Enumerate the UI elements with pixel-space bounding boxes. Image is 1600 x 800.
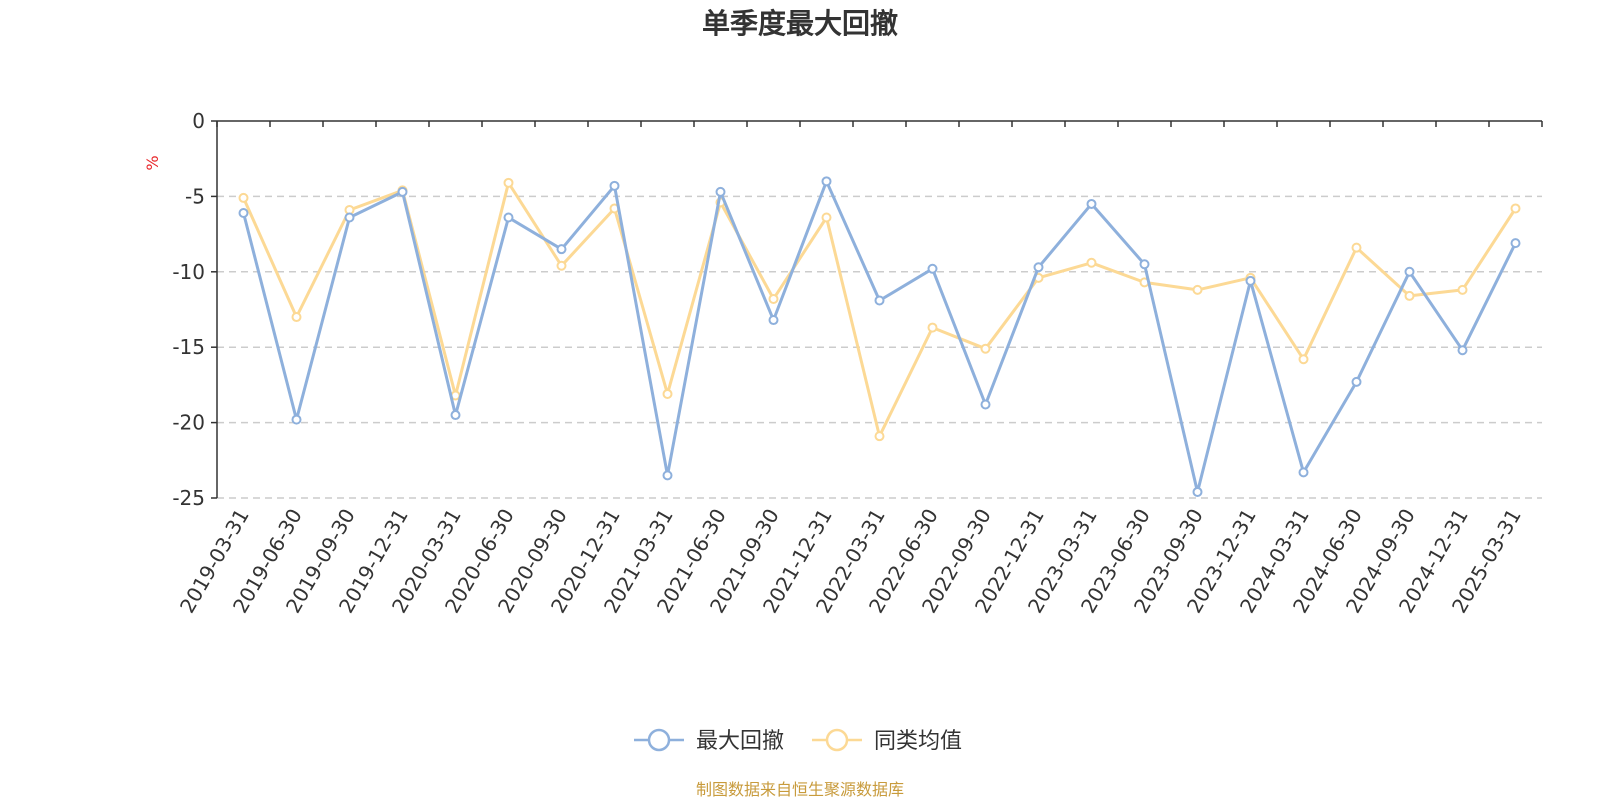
data-point-0 (291, 414, 302, 425)
data-point-0 (662, 470, 673, 481)
data-point-1 (1457, 284, 1468, 295)
data-point-0 (344, 212, 355, 223)
data-point-1 (1192, 284, 1203, 295)
axes: 0-5-10-15-20-252019-03-312019-06-302019-… (172, 109, 1543, 617)
data-point-1 (768, 293, 779, 304)
source-note: 制图数据来自恒生聚源数据库 (696, 780, 904, 799)
data-point-1 (1298, 354, 1309, 365)
legend-marker (647, 728, 671, 752)
y-tick-label: 0 (192, 109, 205, 133)
data-point-0 (768, 315, 779, 326)
legend-label: 最大回撤 (696, 729, 784, 754)
y-tick-label: -10 (172, 260, 205, 284)
data-point-0 (450, 410, 461, 421)
data-point-1 (503, 177, 514, 188)
data-point-0 (1404, 266, 1415, 277)
data-point-0 (238, 207, 249, 218)
data-point-0 (927, 263, 938, 274)
data-point-1 (291, 312, 302, 323)
legend-item-1[interactable]: 同类均值 (812, 728, 962, 754)
data-point-0 (1033, 262, 1044, 273)
data-point-1 (927, 322, 938, 333)
y-tick-label: -15 (172, 335, 205, 359)
data-point-1 (1510, 203, 1521, 214)
grid-lines (217, 195, 1542, 499)
data-point-1 (1086, 257, 1097, 268)
data-point-0 (503, 212, 514, 223)
data-point-1 (980, 343, 991, 354)
data-point-1 (662, 388, 673, 399)
data-point-0 (1245, 275, 1256, 286)
y-tick-label: -5 (185, 184, 205, 208)
data-point-0 (874, 295, 885, 306)
data-point-1 (1351, 242, 1362, 253)
data-point-1 (1404, 290, 1415, 301)
data-point-0 (397, 186, 408, 197)
data-point-0 (1510, 238, 1521, 249)
y-tick-label: -20 (172, 411, 205, 435)
legend-marker (825, 728, 849, 752)
legend[interactable]: 最大回撤 同类均值 (634, 728, 962, 754)
series-line-1 (242, 181, 1517, 438)
data-point-1 (874, 431, 885, 442)
y-axis-unit: % (143, 155, 162, 170)
data-point-0 (1192, 486, 1203, 497)
data-point-0 (1086, 198, 1097, 209)
series-line-0 (242, 179, 1517, 494)
data-point-1 (556, 260, 567, 271)
data-point-0 (1457, 345, 1468, 356)
data-point-1 (238, 192, 249, 203)
data-point-0 (1298, 467, 1309, 478)
data-point-0 (980, 399, 991, 410)
data-point-0 (715, 186, 726, 197)
data-point-1 (821, 212, 832, 223)
data-point-0 (556, 244, 567, 255)
data-point-0 (1139, 259, 1150, 270)
data-point-0 (821, 176, 832, 187)
series-lines (238, 176, 1521, 497)
data-point-0 (609, 180, 620, 191)
data-point-0 (1351, 376, 1362, 387)
y-tick-label: -25 (172, 486, 205, 510)
chart-title: 单季度最大回撤 (702, 7, 898, 40)
legend-label: 同类均值 (874, 729, 962, 754)
legend-item-0[interactable]: 最大回撤 (634, 728, 784, 754)
